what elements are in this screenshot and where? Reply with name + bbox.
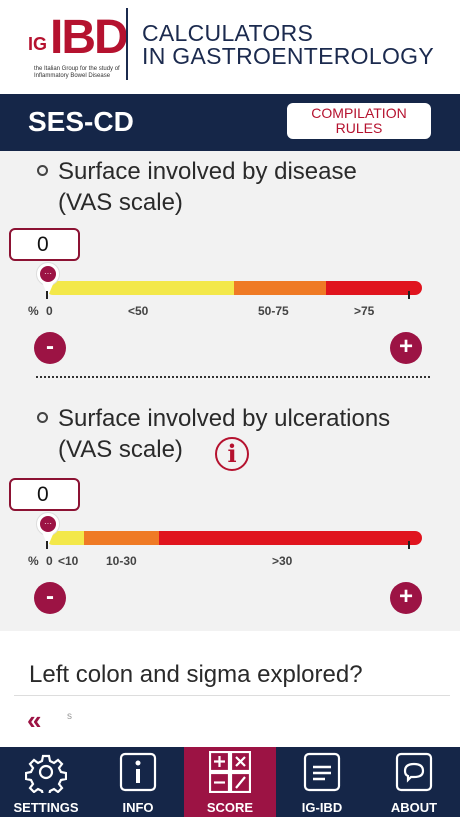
- scale-segment: [234, 281, 327, 295]
- question-bullet: [37, 165, 48, 176]
- score-title-bar: SES-CD COMPILATION RULES: [0, 94, 460, 151]
- tab-label: ABOUT: [390, 800, 438, 815]
- tick-label: 50-75: [258, 304, 289, 318]
- tick-label: >30: [272, 554, 293, 568]
- tab-label: IG-IBD: [301, 800, 343, 815]
- tick-label: 0: [46, 554, 53, 568]
- compilation-rules-button[interactable]: COMPILATION RULES: [287, 103, 431, 139]
- next-question-text: Left colon and sigma explored?: [29, 661, 363, 688]
- question-line2: (VAS scale): [58, 189, 183, 216]
- vas-scale-bar[interactable]: [46, 281, 422, 295]
- tab-label: SETTINGS: [13, 800, 79, 815]
- tab-settings[interactable]: SETTINGS: [0, 747, 92, 817]
- vas-scale-bar[interactable]: [46, 531, 422, 545]
- scale-segment: [83, 531, 159, 545]
- scale-segment: [46, 281, 234, 295]
- decrement-button[interactable]: -: [34, 582, 66, 614]
- app-title-line1: CALCULATORS: [142, 20, 314, 46]
- logo-main: IBD: [50, 11, 129, 64]
- slider-grip-icon: ···: [40, 266, 56, 282]
- increment-button[interactable]: +: [390, 332, 422, 364]
- tab-label: INFO: [122, 800, 154, 815]
- rules-button-line2: RULES: [335, 120, 383, 136]
- speech-bubble-icon: [395, 752, 433, 792]
- bottom-tab-bar: SETTINGS INFO SCORE: [0, 747, 460, 817]
- calculator-icon: [209, 751, 251, 793]
- tick-label: >75: [354, 304, 375, 318]
- value-display: 0: [9, 228, 80, 261]
- percent-label: %: [28, 304, 39, 318]
- question-line1: Surface involved by ulcerations: [58, 405, 391, 432]
- questions-scroll-area[interactable]: Surface involved by disease (VAS scale) …: [0, 151, 460, 631]
- scale-end-tick: [408, 541, 410, 549]
- rules-button-line1: COMPILATION: [311, 105, 407, 121]
- question-bullet: [37, 412, 48, 423]
- info-icon[interactable]: i: [215, 437, 249, 471]
- back-hint: s: [67, 711, 72, 722]
- document-icon: [303, 752, 341, 792]
- value-display: 0: [9, 478, 80, 511]
- app-title: CALCULATORS IN GASTROENTEROLOGY: [142, 22, 434, 68]
- scale-segment: [46, 531, 84, 545]
- scale-segment: [158, 531, 422, 545]
- tab-about[interactable]: ABOUT: [368, 747, 460, 817]
- increment-button[interactable]: +: [390, 582, 422, 614]
- question-text: Surface involved by disease (VAS scale): [58, 156, 357, 218]
- slider-thumb[interactable]: ···: [33, 262, 63, 300]
- back-chevron-icon[interactable]: «: [27, 705, 42, 735]
- percent-label: %: [28, 554, 39, 568]
- logo-tagline-1: the Italian Group for the study of: [34, 66, 120, 72]
- scale-segment: [326, 281, 422, 295]
- gear-icon: [25, 754, 67, 793]
- question-line1: Surface involved by disease: [58, 158, 357, 185]
- tick-label: <10: [58, 554, 79, 568]
- app-title-line2: IN GASTROENTEROLOGY: [142, 43, 434, 69]
- info-icon: [119, 752, 157, 792]
- tab-info[interactable]: INFO: [92, 747, 184, 817]
- logo-tagline-2: Inflammatory Bowel Disease: [34, 73, 111, 79]
- scale-start-tick: [46, 541, 48, 549]
- logo-prefix: IG: [28, 34, 48, 54]
- tab-ig-ibd[interactable]: IG-IBD: [276, 747, 368, 817]
- header-divider: [126, 8, 128, 80]
- slider-grip-icon: ···: [40, 516, 56, 532]
- app-header: IG IBD the Italian Group for the study o…: [0, 0, 460, 94]
- tab-label: SCORE: [206, 800, 254, 815]
- score-name: SES-CD: [28, 106, 134, 137]
- section-divider: [36, 376, 430, 378]
- slider-thumb[interactable]: ···: [33, 512, 63, 550]
- row-divider: [14, 695, 450, 696]
- tick-label: 10-30: [106, 554, 137, 568]
- scale-start-tick: [46, 291, 48, 299]
- question-text: Surface involved by ulcerations (VAS sca…: [58, 403, 390, 465]
- scale-end-tick: [408, 291, 410, 299]
- tick-label: 0: [46, 304, 53, 318]
- ig-ibd-logo: IG IBD the Italian Group for the study o…: [26, 10, 129, 79]
- tick-label: <50: [128, 304, 149, 318]
- question-line2: (VAS scale): [58, 436, 183, 463]
- decrement-button[interactable]: -: [34, 332, 66, 364]
- tab-score[interactable]: SCORE: [184, 747, 276, 817]
- next-question-area: Left colon and sigma explored? « s: [0, 631, 460, 747]
